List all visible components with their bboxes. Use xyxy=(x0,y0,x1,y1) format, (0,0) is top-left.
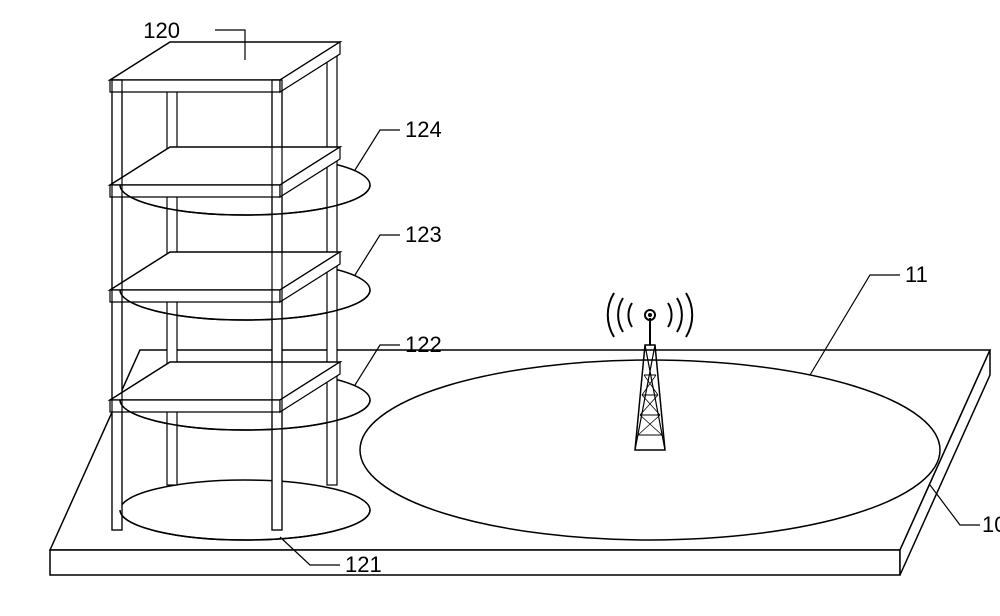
label-122: 122 xyxy=(405,332,442,357)
label-10: 10 xyxy=(982,512,1000,537)
diagram-canvas: 120 124 123 122 121 11 10 xyxy=(20,20,1000,596)
label-121: 121 xyxy=(345,552,382,577)
label-123: 123 xyxy=(405,222,442,247)
label-124: 124 xyxy=(405,117,442,142)
label-120: 120 xyxy=(143,20,180,43)
label-11: 11 xyxy=(905,262,928,287)
